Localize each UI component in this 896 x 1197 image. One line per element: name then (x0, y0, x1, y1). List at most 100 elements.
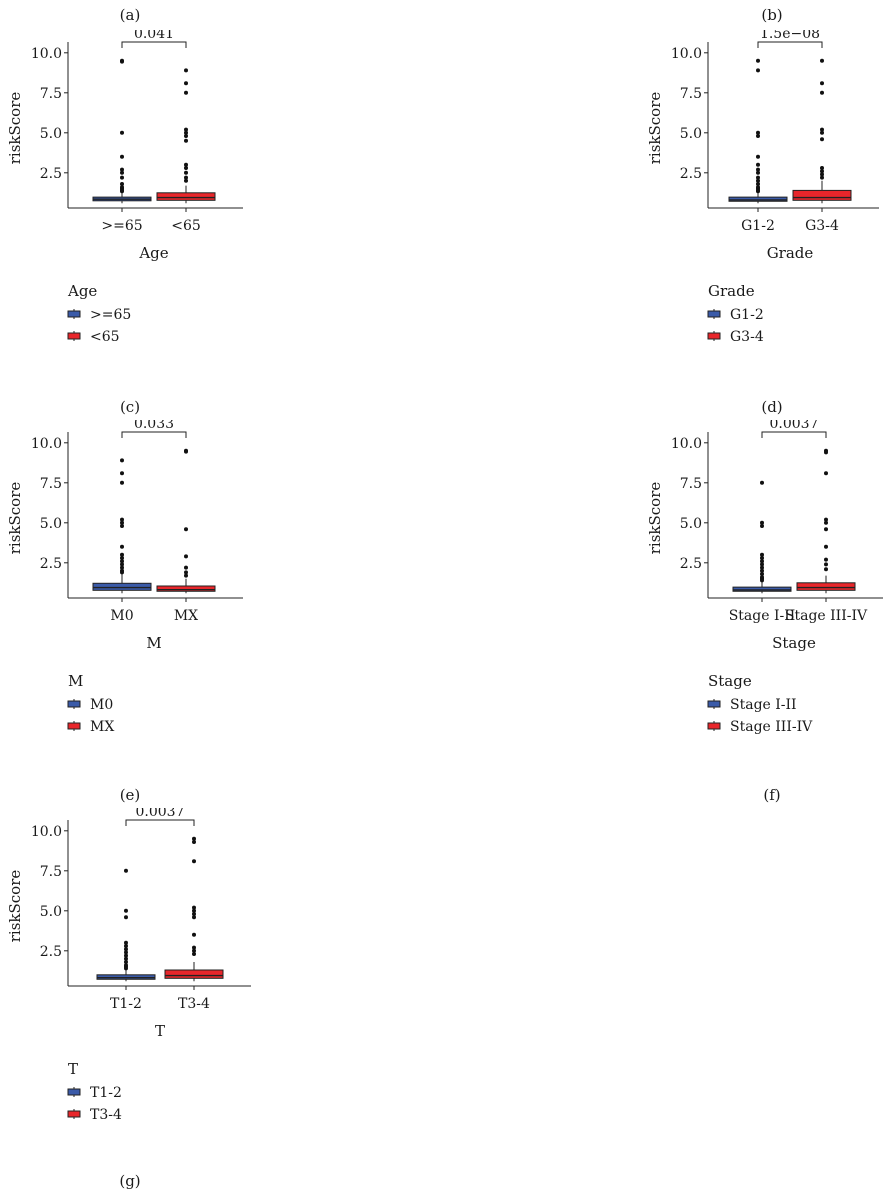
legend-key->=65 (67, 310, 81, 318)
legend-label: MX (90, 719, 114, 735)
outlier-point (120, 154, 124, 159)
outlier-point (124, 908, 128, 913)
outlier-point (820, 166, 824, 170)
outlier-point (192, 836, 196, 841)
outlier-point (760, 520, 764, 525)
outlier-point (184, 554, 188, 559)
outlier-point (820, 175, 824, 180)
box-M0 (92, 582, 152, 591)
outlier-point (824, 557, 828, 562)
outlier-point (184, 162, 188, 167)
x-tick-label: T3-4 (178, 996, 210, 1012)
outlier-point (120, 458, 124, 463)
box-T3-4 (164, 969, 224, 979)
outlier-point (184, 170, 188, 175)
outlier-point (192, 952, 196, 956)
outlier-point (760, 524, 764, 528)
y-tick-label: 2.5 (680, 166, 702, 182)
outlier-point (192, 908, 196, 913)
outlier-point (184, 81, 188, 86)
x-tick-label: G3-4 (805, 218, 839, 234)
outlier-point (192, 912, 196, 916)
outlier-point (756, 178, 760, 183)
legend-label: T1-2 (90, 1085, 122, 1101)
x-axis-label: Age (138, 244, 168, 262)
outlier-point (760, 578, 764, 583)
outlier-point (120, 189, 124, 194)
outlier-point (184, 449, 188, 454)
outlier-point (192, 840, 196, 844)
outlier-point (184, 573, 188, 578)
legend-title: Stage (708, 672, 752, 690)
outlier-point (120, 480, 124, 485)
y-tick-label: 10.0 (671, 436, 702, 452)
outlier-point (120, 170, 124, 175)
outlier-point (184, 175, 188, 180)
p-value-label: 0.033 (134, 420, 174, 432)
comparison-bracket (125, 819, 195, 826)
outlier-point (124, 940, 128, 945)
legend-key-M0 (67, 700, 81, 708)
legend-key-T3-4 (67, 1110, 81, 1118)
y-tick-label: 10.0 (31, 436, 62, 452)
y-tick-label: 5.0 (40, 516, 62, 532)
x-axis-label: Stage (772, 634, 816, 652)
outlier-point (184, 178, 188, 183)
y-tick-label: 10.0 (31, 824, 62, 840)
outlier-point (820, 172, 824, 177)
y-tick-label: 7.5 (680, 476, 702, 492)
outlier-point (184, 130, 188, 135)
x-axis-label: M (146, 634, 161, 652)
outlier-point (124, 947, 128, 952)
outlier-point (184, 166, 188, 170)
panel-label-b: (b) (761, 6, 783, 24)
y-tick-label: 10.0 (671, 46, 702, 62)
outlier-point (192, 905, 196, 910)
panel-label-c: (c) (119, 398, 141, 416)
y-axis-label: riskScore (6, 482, 24, 555)
outlier-point (184, 570, 188, 575)
y-tick-label: 5.0 (40, 904, 62, 920)
y-tick-label: 5.0 (40, 126, 62, 142)
outlier-point (120, 559, 124, 564)
legend-key-G3-4 (707, 332, 721, 340)
outlier-point (760, 562, 764, 567)
outlier-point (120, 556, 124, 560)
comparison-bracket (121, 41, 187, 48)
outlier-point (824, 517, 828, 522)
outlier-point (192, 945, 196, 950)
box-Stage I-II (732, 586, 792, 592)
outlier-point (184, 127, 188, 132)
legend-label: <65 (90, 329, 120, 345)
outlier-point (756, 68, 760, 73)
y-tick-label: 7.5 (40, 864, 62, 880)
outlier-point (192, 859, 196, 864)
outlier-point (824, 450, 828, 455)
legend-key-G1-2 (707, 310, 721, 318)
outlier-point (820, 81, 824, 86)
outlier-point (760, 572, 764, 576)
outlier-point (124, 944, 128, 948)
outlier-point (192, 932, 196, 937)
x-tick-label: T1-2 (110, 996, 142, 1012)
x-tick-label: G1-2 (741, 218, 775, 234)
y-axis-label: riskScore (6, 92, 24, 165)
outlier-point (124, 950, 128, 955)
x-tick-label: >=65 (101, 218, 142, 234)
y-axis-label: riskScore (646, 92, 664, 165)
outlier-point (184, 90, 188, 95)
y-tick-label: 7.5 (40, 86, 62, 102)
outlier-point (820, 169, 824, 174)
outlier-point (120, 471, 124, 476)
outlier-point (760, 559, 764, 564)
x-tick-label: M0 (110, 608, 133, 624)
legend-label: G3-4 (730, 329, 764, 345)
outlier-point (756, 134, 760, 138)
outlier-point (756, 182, 760, 186)
outlier-point (120, 524, 124, 528)
y-tick-label: 2.5 (40, 556, 62, 572)
outlier-point (760, 565, 764, 570)
outlier-point (184, 68, 188, 73)
